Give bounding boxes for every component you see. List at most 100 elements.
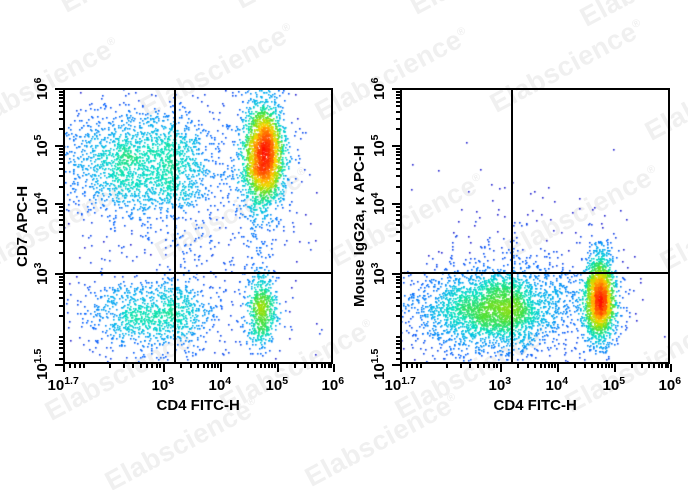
y-axis-minor-tick bbox=[59, 218, 63, 221]
y-axis-minor-tick bbox=[396, 286, 400, 289]
y-axis-minor-tick bbox=[59, 275, 63, 278]
x-axis-minor-tick bbox=[274, 364, 277, 368]
density-scatter-left bbox=[65, 90, 331, 362]
y-tick-label: 103 bbox=[32, 261, 51, 285]
y-axis-minor-tick bbox=[396, 175, 400, 178]
y-axis-minor-tick bbox=[59, 168, 63, 171]
y-axis-minor-tick bbox=[396, 117, 400, 120]
y-axis-minor-tick bbox=[59, 351, 63, 354]
x-axis-minor-tick bbox=[482, 364, 485, 368]
y-axis-minor-tick bbox=[396, 110, 400, 113]
x-axis-minor-tick bbox=[601, 364, 604, 368]
y-axis-minor-tick bbox=[59, 286, 63, 289]
density-scatter-right bbox=[402, 90, 668, 362]
y-axis-minor-tick bbox=[396, 315, 400, 318]
horizontal-gate-right[interactable] bbox=[402, 271, 668, 274]
x-tick-label: 105 bbox=[265, 375, 289, 394]
y-axis-minor-tick bbox=[396, 153, 400, 156]
y-axis-minor-tick bbox=[396, 147, 400, 150]
x-axis-minor-tick bbox=[122, 364, 125, 368]
x-axis-minor-tick bbox=[139, 364, 142, 368]
y-axis-minor-tick bbox=[396, 213, 400, 216]
x-axis-minor-tick bbox=[459, 364, 462, 368]
x-axis-minor-tick bbox=[611, 364, 614, 368]
y-axis-minor-tick bbox=[59, 251, 63, 254]
x-axis-major-tick bbox=[220, 364, 222, 372]
y-axis-minor-tick bbox=[59, 224, 63, 227]
x-axis-minor-tick bbox=[527, 364, 530, 368]
y-tick-label: 101.5 bbox=[369, 348, 388, 380]
x-axis-major-tick bbox=[670, 364, 672, 372]
x-axis-minor-tick bbox=[415, 364, 418, 368]
x-axis-minor-tick bbox=[596, 364, 599, 368]
x-axis-minor-tick bbox=[544, 364, 547, 368]
y-axis-minor-tick bbox=[396, 206, 400, 209]
x-axis-minor-tick bbox=[664, 364, 667, 368]
y-axis-minor-tick bbox=[59, 153, 63, 156]
y-axis-minor-tick bbox=[396, 150, 400, 153]
x-axis-minor-tick bbox=[630, 364, 633, 368]
x-axis-minor-tick bbox=[310, 364, 313, 368]
x-axis-major-tick bbox=[500, 364, 502, 372]
x-axis-minor-tick bbox=[303, 364, 306, 368]
vertical-gate-left[interactable] bbox=[173, 90, 176, 362]
y-tick-label: 106 bbox=[32, 76, 51, 100]
y-axis-minor-tick bbox=[59, 336, 63, 339]
y-axis-major-tick bbox=[392, 203, 400, 205]
x-axis-minor-tick bbox=[82, 364, 85, 368]
x-tick-label: 104 bbox=[545, 375, 569, 394]
x-axis-minor-tick bbox=[446, 364, 449, 368]
y-axis-major-tick bbox=[55, 203, 63, 205]
x-axis-minor-tick bbox=[548, 364, 551, 368]
x-axis-minor-tick bbox=[159, 364, 162, 368]
x-axis-minor-tick bbox=[109, 364, 112, 368]
x-axis-minor-tick bbox=[653, 364, 656, 368]
x-axis-minor-tick bbox=[271, 364, 274, 368]
y-axis-minor-tick bbox=[59, 357, 63, 360]
y-tick-label: 101.5 bbox=[32, 348, 51, 380]
x-axis-minor-tick bbox=[661, 364, 664, 368]
y-axis-minor-tick bbox=[396, 100, 400, 103]
y-axis-minor-tick bbox=[59, 315, 63, 318]
y-axis-minor-tick bbox=[59, 117, 63, 120]
x-axis-major-tick bbox=[63, 364, 65, 372]
plot-area-left[interactable] bbox=[63, 88, 333, 364]
x-axis-minor-tick bbox=[488, 364, 491, 368]
y-axis-minor-tick bbox=[59, 230, 63, 233]
x-axis-minor-tick bbox=[496, 364, 499, 368]
vertical-gate-right[interactable] bbox=[510, 90, 513, 362]
watermark-text: Elabscience® bbox=[230, 0, 395, 15]
y-axis-minor-tick bbox=[396, 291, 400, 294]
horizontal-gate-left[interactable] bbox=[65, 271, 331, 274]
x-axis-minor-tick bbox=[247, 364, 250, 368]
y-axis-minor-tick bbox=[59, 100, 63, 103]
watermark-text: Elabscience® bbox=[300, 390, 459, 490]
y-axis-major-tick bbox=[55, 364, 63, 366]
y-axis-minor-tick bbox=[396, 127, 400, 130]
x-axis-minor-tick bbox=[254, 364, 257, 368]
x-axis-major-tick bbox=[400, 364, 402, 372]
y-axis-minor-tick bbox=[396, 224, 400, 227]
y-tick-label: 106 bbox=[369, 76, 388, 100]
y-axis-major-tick bbox=[392, 145, 400, 147]
x-axis-minor-tick bbox=[145, 364, 148, 368]
y-axis-minor-tick bbox=[59, 291, 63, 294]
x-axis-minor-tick bbox=[211, 364, 214, 368]
x-tick-label: 103 bbox=[151, 375, 175, 394]
y-axis-minor-tick bbox=[59, 127, 63, 130]
y-tick-label: 104 bbox=[369, 191, 388, 215]
plot-area-right[interactable] bbox=[400, 88, 670, 364]
x-axis-major-tick bbox=[557, 364, 559, 372]
x-axis-minor-tick bbox=[667, 364, 670, 368]
y-axis-minor-tick bbox=[396, 336, 400, 339]
x-axis-minor-tick bbox=[69, 364, 71, 368]
y-axis-minor-tick bbox=[396, 218, 400, 221]
x-axis-minor-tick bbox=[259, 364, 262, 368]
y-axis-minor-tick bbox=[59, 239, 63, 242]
x-axis-minor-tick bbox=[584, 364, 587, 368]
x-axis-minor-tick bbox=[551, 364, 554, 368]
y-axis-minor-tick bbox=[396, 282, 400, 285]
y-tick-label: 105 bbox=[32, 133, 51, 157]
y-axis-minor-tick bbox=[396, 105, 400, 108]
y-axis-title-left: CD7 APC-H bbox=[14, 185, 31, 267]
